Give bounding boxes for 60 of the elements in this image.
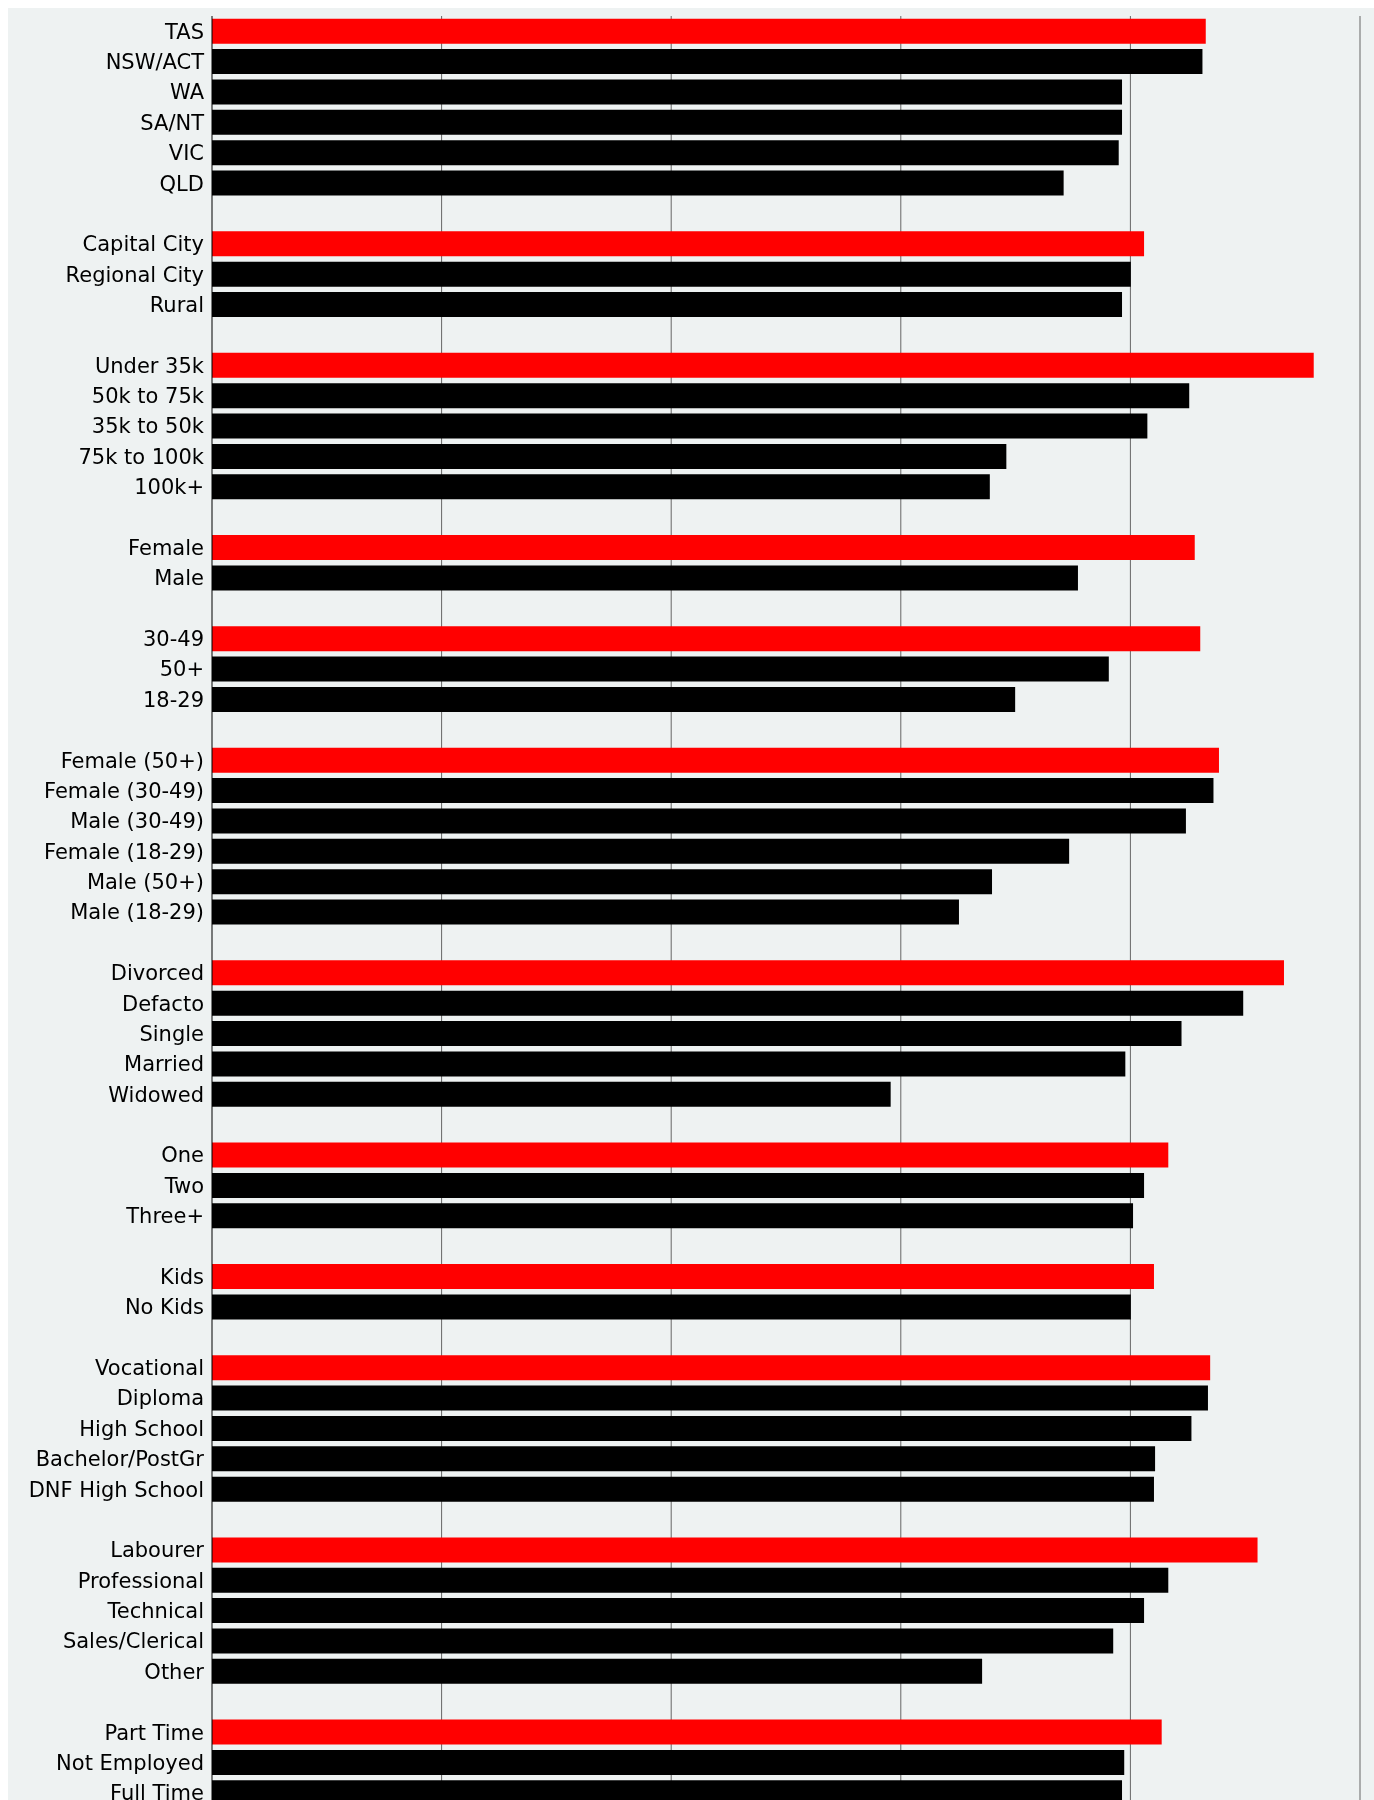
y-tick-label: Other (144, 1659, 205, 1684)
y-tick-label: SA/NT (140, 110, 205, 135)
y-tick-label: Full Time (110, 1781, 204, 1800)
y-tick-label: Technical (106, 1599, 204, 1624)
y-tick-label: Bachelor/PostGr (35, 1447, 205, 1472)
y-tick-label: Regional City (65, 262, 204, 287)
y-tick-label: Male (154, 566, 204, 591)
bar (212, 1264, 1154, 1290)
y-tick-label: 18-29 (142, 687, 204, 712)
y-tick-label: Not Employed (56, 1750, 204, 1775)
y-tick-label: Part Time (104, 1720, 204, 1745)
bar (212, 747, 1219, 773)
y-tick-label: Defacto (122, 991, 204, 1016)
bar (212, 535, 1195, 561)
bar (212, 1719, 1162, 1745)
y-tick-label: No Kids (124, 1295, 204, 1320)
y-tick-label: Under 35k (94, 353, 205, 378)
y-tick-label: TAS (164, 19, 204, 44)
y-tick-label: Male (30-49) (70, 809, 204, 834)
bar (212, 352, 1314, 378)
y-tick-label: Female (50+) (60, 748, 204, 773)
y-tick-label: WA (170, 80, 205, 105)
y-tick-label: Kids (160, 1264, 204, 1289)
y-tick-label: Female (30-49) (43, 778, 204, 803)
y-tick-label: Two (163, 1173, 204, 1198)
y-tick-label: 75k to 100k (78, 444, 205, 469)
bar (212, 231, 1145, 257)
y-tick-label: High School (79, 1416, 204, 1441)
y-tick-label: Three+ (125, 1204, 204, 1229)
y-tick-label: Rural (149, 293, 204, 317)
bar (212, 960, 1284, 986)
y-tick-label: Vocational (95, 1356, 204, 1381)
y-tick-label: 50k to 75k (91, 384, 205, 409)
y-tick-label: Male (50+) (86, 870, 204, 895)
y-tick-label: QLD (159, 171, 204, 196)
bar (212, 1537, 1258, 1563)
y-tick-label: Professional (77, 1568, 204, 1593)
y-tick-label: 30-49 (142, 627, 204, 652)
y-tick-label: 100k+ (134, 475, 204, 500)
y-tick-label: 35k to 50k (91, 414, 205, 439)
bar (212, 626, 1201, 652)
y-tick-label: Married (124, 1052, 204, 1077)
y-tick-label: One (161, 1143, 204, 1168)
y-tick-label: NSW/ACT (105, 50, 205, 75)
y-tick-label: Female (18-29) (43, 839, 204, 864)
bar (212, 18, 1206, 44)
y-tick-label: Diploma (116, 1386, 204, 1411)
y-tick-label: Single (139, 1021, 204, 1046)
y-tick-label: Male (18-29) (70, 900, 204, 925)
bar (212, 1142, 1169, 1168)
y-tick-label: 50+ (159, 657, 204, 682)
y-tick-label: Capital City (82, 232, 204, 257)
y-tick-label: Female (128, 535, 204, 560)
y-tick-label: Divorced (110, 961, 204, 986)
y-tick-label: VIC (168, 141, 204, 166)
y-tick-label: Labourer (110, 1538, 205, 1563)
y-tick-label: Widowed (108, 1082, 204, 1107)
y-tick-label: DNF High School (28, 1477, 204, 1502)
bar (212, 1355, 1211, 1381)
y-tick-label: Sales/Clerical (62, 1629, 204, 1654)
